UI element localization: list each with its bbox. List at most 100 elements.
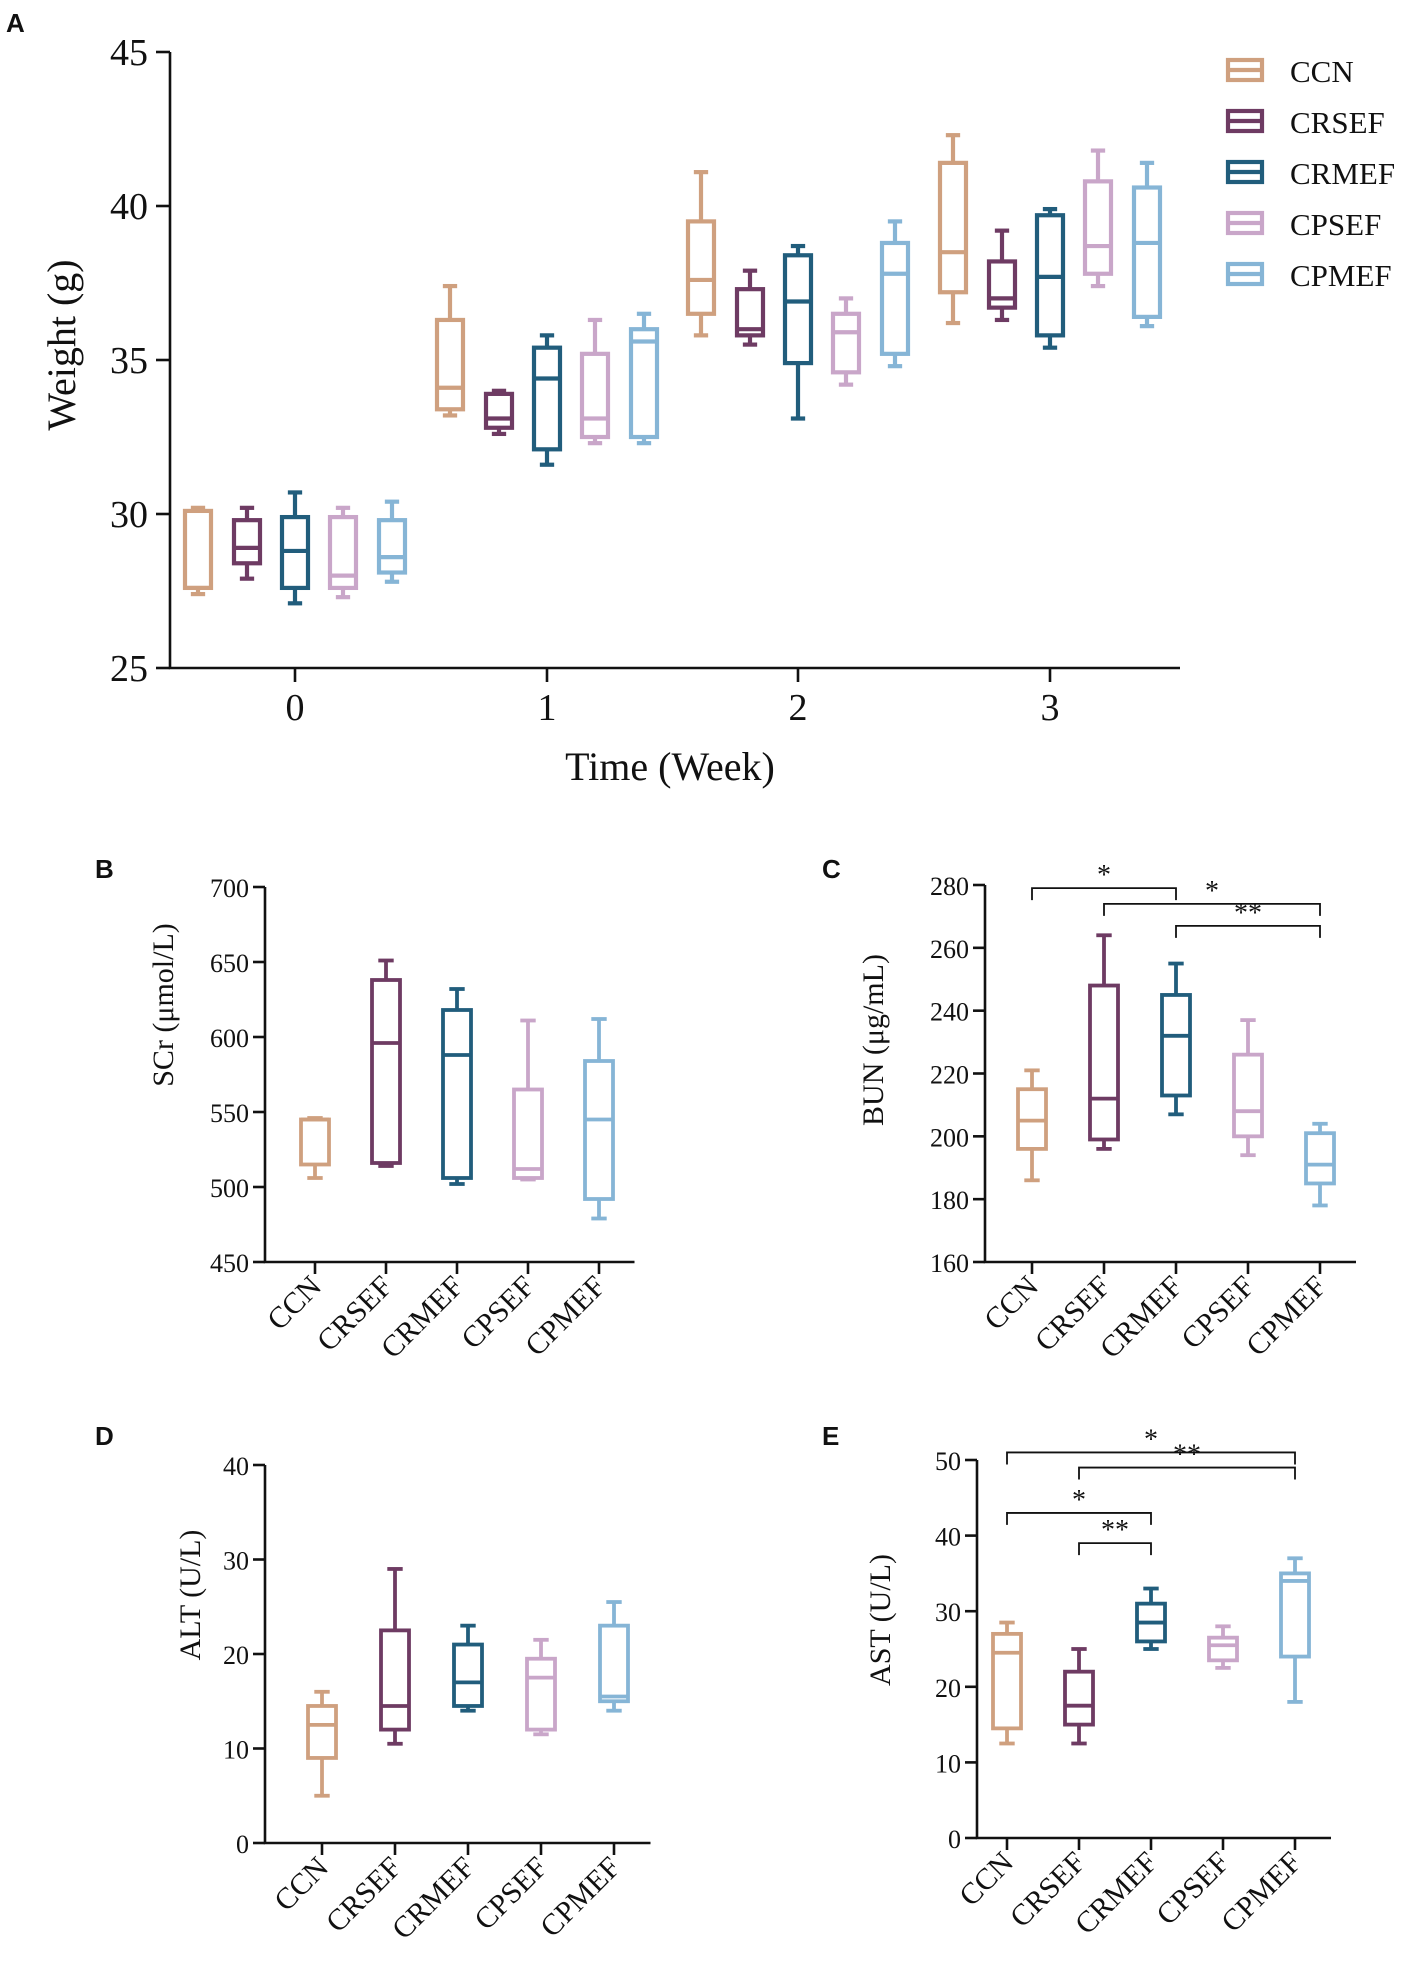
box-iqr (1304, 1131, 1336, 1186)
weight-box-cpmef-week0 (376, 499, 408, 584)
legend-label: CPSEF (1290, 207, 1381, 242)
legend-label: CRMEF (1290, 156, 1395, 191)
y-tick-label: 45 (110, 32, 148, 74)
box-cpsef (525, 1637, 557, 1737)
y-tick-label: 220 (930, 1061, 969, 1090)
significance-bracket (1078, 1542, 1152, 1556)
box-iqr (1088, 983, 1120, 1142)
box-ccn (306, 1689, 338, 1798)
y-tick-label: 240 (930, 998, 969, 1027)
box-iqr (299, 1117, 331, 1167)
y-tick-label: 30 (223, 1547, 249, 1576)
x-tick-label: CPMEF (534, 1851, 627, 1944)
box-iqr (628, 327, 660, 440)
y-tick-label: 650 (210, 949, 249, 978)
weight-box-crmef-week3 (1034, 206, 1066, 350)
panel-c-y-axis-title: BUN (μg/mL) (857, 954, 890, 1126)
box-cpmef (583, 1017, 615, 1221)
weight-box-cpsef-week0 (327, 505, 359, 600)
weight-box-cpsef-week1 (579, 317, 611, 446)
significance-bracket (1078, 1466, 1296, 1480)
weight-box-crsef-week0 (231, 505, 263, 581)
box-iqr (1063, 1669, 1095, 1727)
box-iqr (579, 351, 611, 440)
box-iqr (525, 1656, 557, 1732)
panel-c-label: C (822, 854, 841, 884)
significance-bracket (1006, 1451, 1296, 1465)
box-crmef (1135, 1586, 1167, 1651)
significance-label: * (1072, 1485, 1086, 1516)
y-tick-label: 260 (930, 935, 969, 964)
x-tick-label: CRMEF (1069, 1846, 1164, 1941)
panel-c-axes (983, 885, 1356, 1264)
weight-box-ccn-week0 (182, 505, 214, 597)
y-tick-label: 500 (210, 1174, 249, 1203)
panel-b-label: B (95, 854, 114, 884)
weight-box-ccn-week3 (937, 133, 969, 326)
y-tick-label: 10 (223, 1736, 249, 1765)
box-iqr (512, 1087, 544, 1180)
y-tick-label: 30 (935, 1598, 961, 1627)
significance-label: ** (1101, 1515, 1129, 1546)
y-tick-label: 280 (930, 872, 969, 901)
significance-bracket (1175, 924, 1321, 938)
x-tick-label: CCN (978, 1270, 1045, 1337)
y-tick-label: 0 (236, 1830, 249, 1859)
y-tick-label: 30 (110, 494, 148, 536)
panel-b-axes (263, 887, 635, 1264)
box-cpsef (512, 1018, 544, 1182)
weight-box-crsef-week2 (734, 268, 766, 347)
box-iqr (1131, 185, 1163, 319)
weight-box-cpsef-week3 (1082, 148, 1114, 289)
box-crsef (370, 958, 402, 1168)
box-ccn (299, 1116, 331, 1180)
significance-bracket (1031, 887, 1177, 901)
panel-a-legend: CCN CRSEF CRMEF CPSEF CPMEF (1225, 54, 1395, 293)
weight-box-crsef-week3 (986, 228, 1018, 323)
y-tick-label: 50 (935, 1447, 961, 1476)
box-crsef (1088, 933, 1120, 1151)
legend-item-cpmef: CPMEF (1225, 258, 1392, 293)
box-iqr (1207, 1635, 1239, 1663)
weight-box-cpmef-week2 (879, 219, 911, 369)
y-tick-label: 40 (223, 1452, 249, 1481)
x-tick-label: CCN (953, 1846, 1020, 1913)
x-tick-label: CPMEF (519, 1270, 612, 1363)
box-iqr (370, 978, 402, 1165)
box-crmef (441, 987, 473, 1186)
legend-label: CCN (1290, 54, 1354, 89)
legend-item-crsef: CRSEF (1225, 105, 1385, 140)
weight-box-cpsef-week2 (830, 296, 862, 387)
panel-e-y-axis-title: AST (U/L) (864, 1554, 897, 1686)
y-tick-label: 160 (930, 1249, 969, 1278)
box-crsef (379, 1567, 411, 1746)
y-tick-label: 550 (210, 1099, 249, 1128)
box-iqr (379, 1628, 411, 1732)
box-ccn (991, 1620, 1023, 1746)
x-tick-label: 3 (1041, 687, 1060, 729)
box-iqr (1232, 1052, 1264, 1139)
box-cpmef (1279, 1556, 1311, 1704)
x-tick-label: 0 (286, 687, 305, 729)
panel-d-y-axis-title: ALT (U/L) (174, 1530, 207, 1661)
y-tick-label: 0 (948, 1825, 961, 1854)
y-tick-label: 40 (935, 1523, 961, 1552)
panel-a-y-ticks: 25 30 35 40 45 (110, 32, 170, 690)
panel-a-axes (168, 52, 1180, 670)
box-iqr (306, 1704, 338, 1760)
y-tick-label: 200 (930, 1123, 969, 1152)
weight-box-cpmef-week1 (628, 311, 660, 446)
box-iqr (182, 508, 214, 591)
legend-item-crmef: CRMEF (1225, 156, 1395, 191)
significance-label: ** (1173, 1440, 1201, 1471)
box-iqr (1279, 1571, 1311, 1659)
y-tick-label: 700 (210, 874, 249, 903)
box-iqr (598, 1623, 630, 1704)
significance-label: ** (1234, 898, 1262, 929)
y-tick-label: 10 (935, 1749, 961, 1778)
box-iqr (483, 391, 515, 430)
box-cpmef (598, 1600, 630, 1713)
y-tick-label: 600 (210, 1024, 249, 1053)
y-tick-label: 180 (930, 1186, 969, 1215)
weight-box-crmef-week0 (279, 490, 311, 606)
